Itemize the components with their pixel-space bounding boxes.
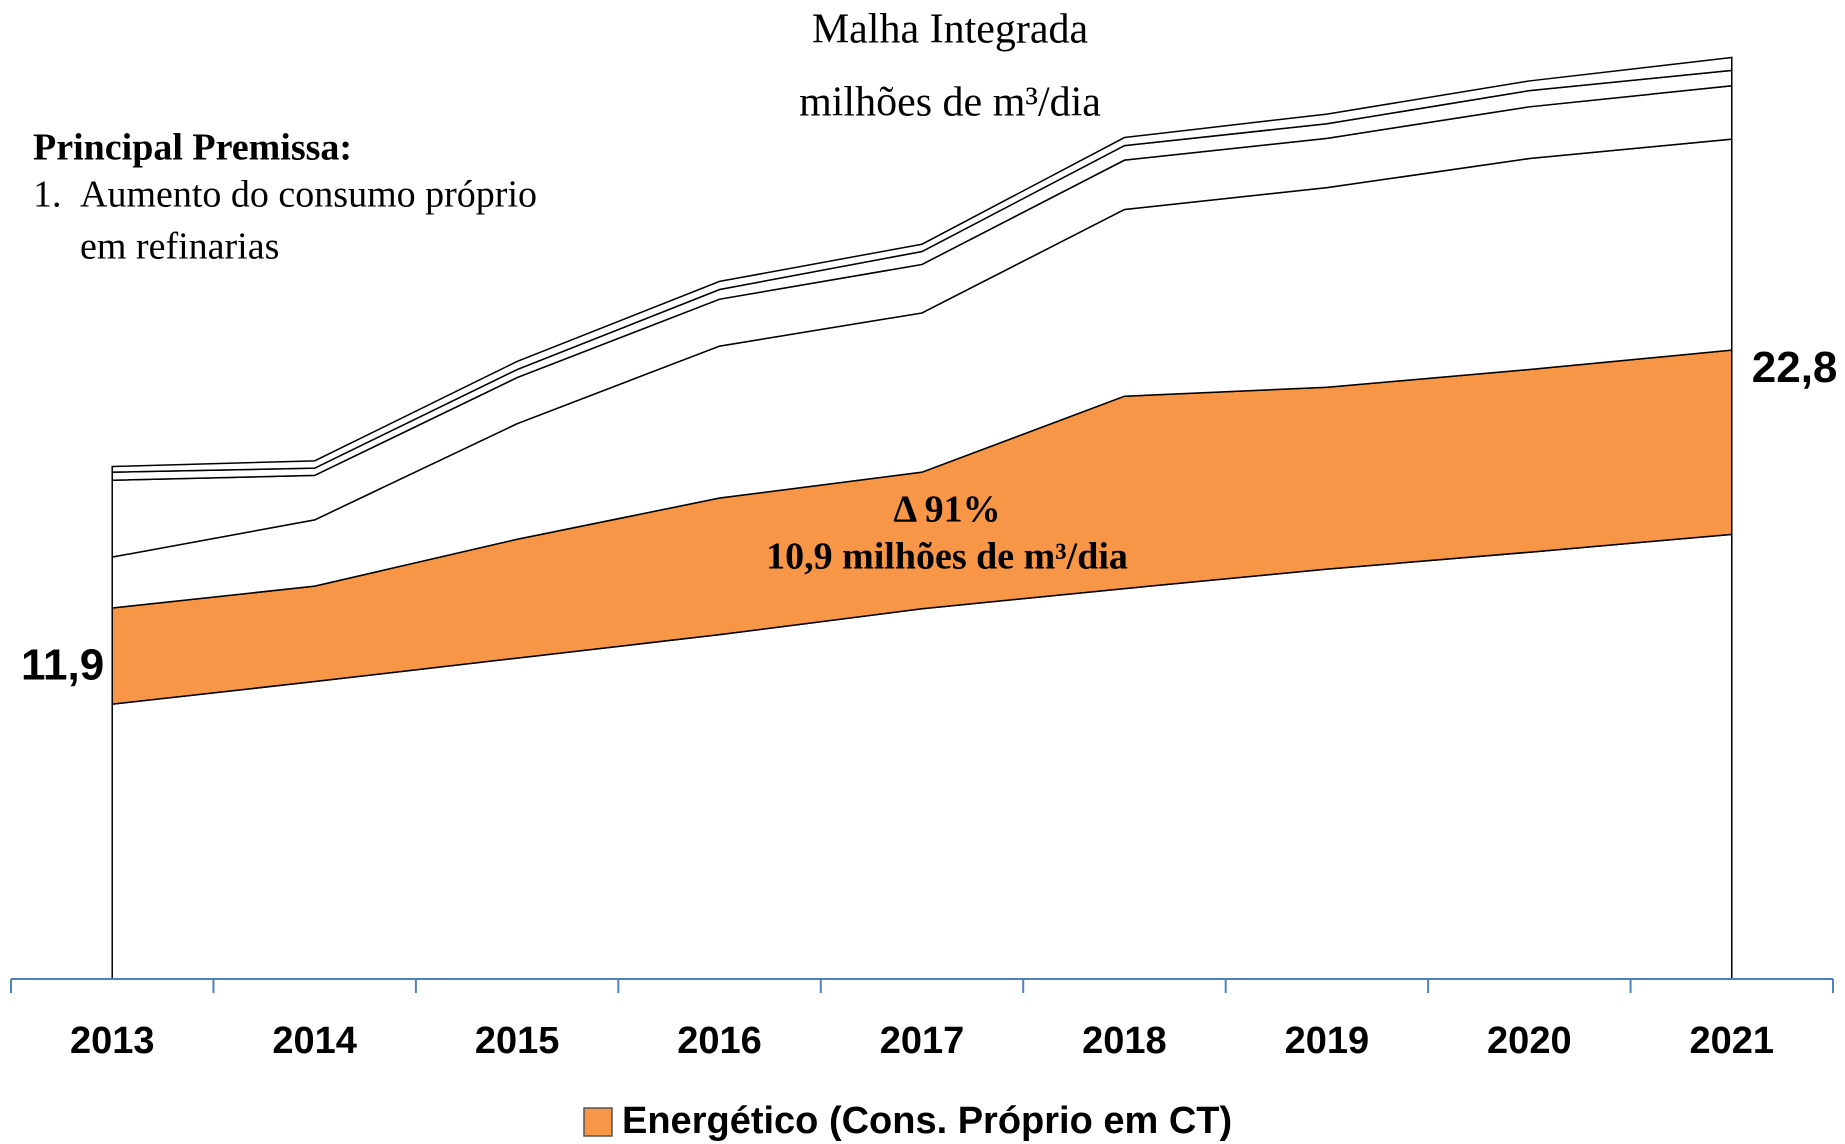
- x-tick-label: 2013: [70, 1020, 155, 1062]
- x-tick-label: 2019: [1285, 1020, 1370, 1062]
- x-tick-label: 2021: [1690, 1020, 1775, 1062]
- x-tick-label: 2016: [677, 1020, 762, 1062]
- x-tick-label: 2018: [1082, 1020, 1167, 1062]
- x-tick-label: 2020: [1487, 1020, 1572, 1062]
- x-tick-label: 2017: [880, 1020, 965, 1062]
- legend-swatch: [583, 1107, 613, 1137]
- data-label: 22,8: [1752, 343, 1838, 392]
- x-tick-label: 2014: [272, 1020, 357, 1062]
- delta-annotation: Δ 91%: [893, 489, 1000, 531]
- areas: [111, 56, 1733, 980]
- legend-label: Energético (Cons. Próprio em CT): [622, 1100, 1232, 1142]
- area: [111, 56, 1733, 473]
- delta-detail: 10,9 milhões de m³/dia: [766, 536, 1128, 578]
- x-tick-label: 2015: [475, 1020, 560, 1062]
- premise-line: em refinarias: [80, 226, 279, 268]
- premise-number: 1.: [33, 174, 62, 216]
- premise-heading: Principal Premissa:: [33, 127, 352, 169]
- chart-title: Malha Integrada: [812, 7, 1089, 53]
- premise-line: Aumento do consumo próprio: [80, 174, 537, 216]
- data-label: 11,9: [21, 641, 104, 690]
- chart-subtitle: milhões de m³/dia: [799, 80, 1101, 126]
